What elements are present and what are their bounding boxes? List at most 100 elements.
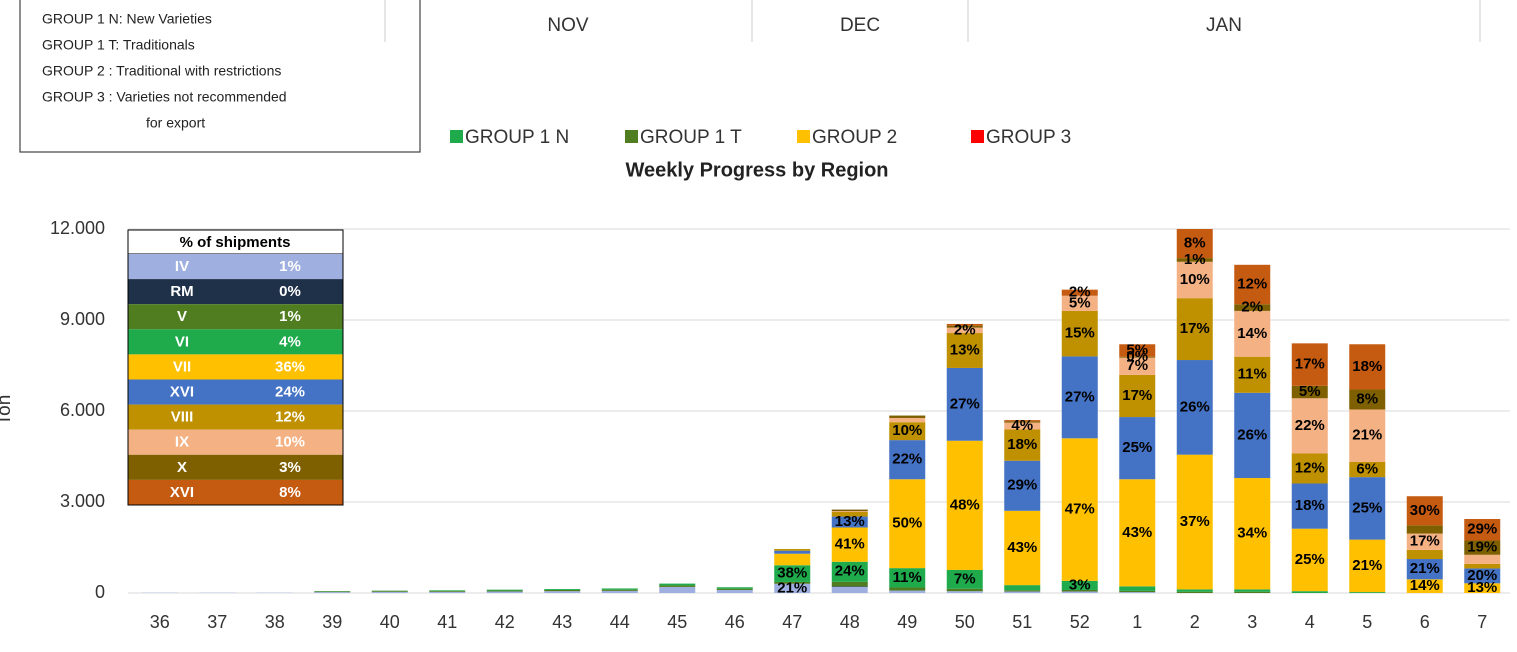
data-label: 25% [1295,551,1325,568]
group-note: GROUP 3 : Varieties not recommended [42,89,287,105]
y-tick-label: 12.000 [50,218,105,238]
table-share: 10% [275,434,305,451]
bar-segment [314,591,350,592]
group-note: GROUP 2 : Traditional with restrictions [42,63,281,79]
data-label: 38% [777,565,807,582]
data-label: 7% [954,570,976,587]
x-tick-label: 44 [610,612,630,632]
table-row [128,480,343,505]
bar-segment [659,587,695,593]
bar-segment [1004,590,1040,591]
bar-segment [1177,592,1213,593]
x-tick-label: 39 [322,612,342,632]
bar-segment [429,590,465,591]
data-label: 1% [1184,251,1206,268]
bar-segment [659,584,695,586]
bar-segment [1407,550,1443,559]
table-row [128,430,343,455]
table-region: VI [175,333,189,350]
bar-segment [544,589,580,590]
chart-title: Weekly Progress by Region [625,159,888,181]
bar-segment [832,587,868,593]
data-label: 2% [954,321,976,338]
x-tick-label: 49 [897,612,917,632]
bar-segment [832,582,868,587]
data-label: 11% [1238,366,1267,383]
bar-segment [774,551,810,554]
bar-segment [889,416,925,418]
data-label: 12% [1237,275,1267,292]
y-axis-label: Ton [0,395,15,426]
table-row [128,254,343,279]
table-row [128,380,343,405]
bar-segment [1349,592,1385,593]
group-note: GROUP 1 T: Traditionals [42,37,195,53]
data-label: 13% [950,341,980,358]
data-label: 18% [1007,436,1037,453]
data-label: 21% [1352,557,1382,574]
data-label: 5% [1126,341,1148,358]
bar-segment [1004,585,1040,590]
x-tick-label: 46 [725,612,745,632]
group-note: GROUP 1 N: New Varieties [42,11,212,27]
data-label: 8% [1184,235,1206,252]
legend-swatch [450,130,463,143]
month-label: DEC [840,15,880,36]
data-label: 17% [1122,387,1152,404]
y-tick-label: 9.000 [60,309,105,329]
bar-segment [602,588,638,589]
data-label: 14% [1410,577,1440,594]
table-row [128,405,343,430]
bar-segment [1119,586,1155,591]
bar-segment [1292,591,1328,593]
legend-swatch [971,130,984,143]
data-label: 8% [1356,390,1378,407]
bar-segment [947,591,983,593]
table-share: 3% [279,459,301,476]
bar-segment [717,590,753,593]
bar-segment [1119,592,1155,593]
data-label: 24% [835,563,865,580]
data-label: 43% [1007,539,1037,556]
x-tick-label: 45 [667,612,687,632]
x-tick-label: 3 [1247,612,1257,632]
bar-segment [889,588,925,591]
legend-label: GROUP 1 T [640,127,742,148]
x-tick-label: 2 [1190,612,1200,632]
table-region: RM [170,283,193,300]
bar-segment [774,549,810,551]
bar-segment [429,591,465,592]
x-tick-label: 37 [207,612,227,632]
data-label: 21% [1410,560,1440,577]
bar-segment [1004,591,1040,593]
x-tick-label: 36 [150,612,170,632]
data-label: 11% [893,569,922,586]
x-tick-label: 42 [495,612,515,632]
table-row [128,279,343,304]
data-label: 26% [1237,426,1267,443]
bar-segment [544,590,580,591]
bar-segment [544,591,580,593]
data-label: 21% [777,579,807,596]
data-label: 20% [1467,567,1497,584]
bar-segment [947,589,983,591]
bar-segment [717,589,753,590]
table-share: 36% [275,358,305,375]
data-label: 4% [1011,417,1033,434]
table-region: IV [175,258,189,275]
data-label: 13% [835,513,865,530]
legend-label: GROUP 2 [812,127,897,148]
table-title: % of shipments [180,234,291,251]
legend-label: GROUP 1 N [465,127,569,148]
data-label: 17% [1410,533,1440,550]
data-label: 21% [1352,427,1382,444]
data-label: 3% [1069,576,1091,593]
data-label: 48% [950,496,980,513]
data-label: 2% [1241,299,1263,316]
bar-segment [832,510,868,512]
data-label: 50% [892,515,922,532]
data-label: 37% [1180,513,1210,530]
data-label: 47% [1065,501,1095,518]
data-label: 17% [1295,356,1325,373]
